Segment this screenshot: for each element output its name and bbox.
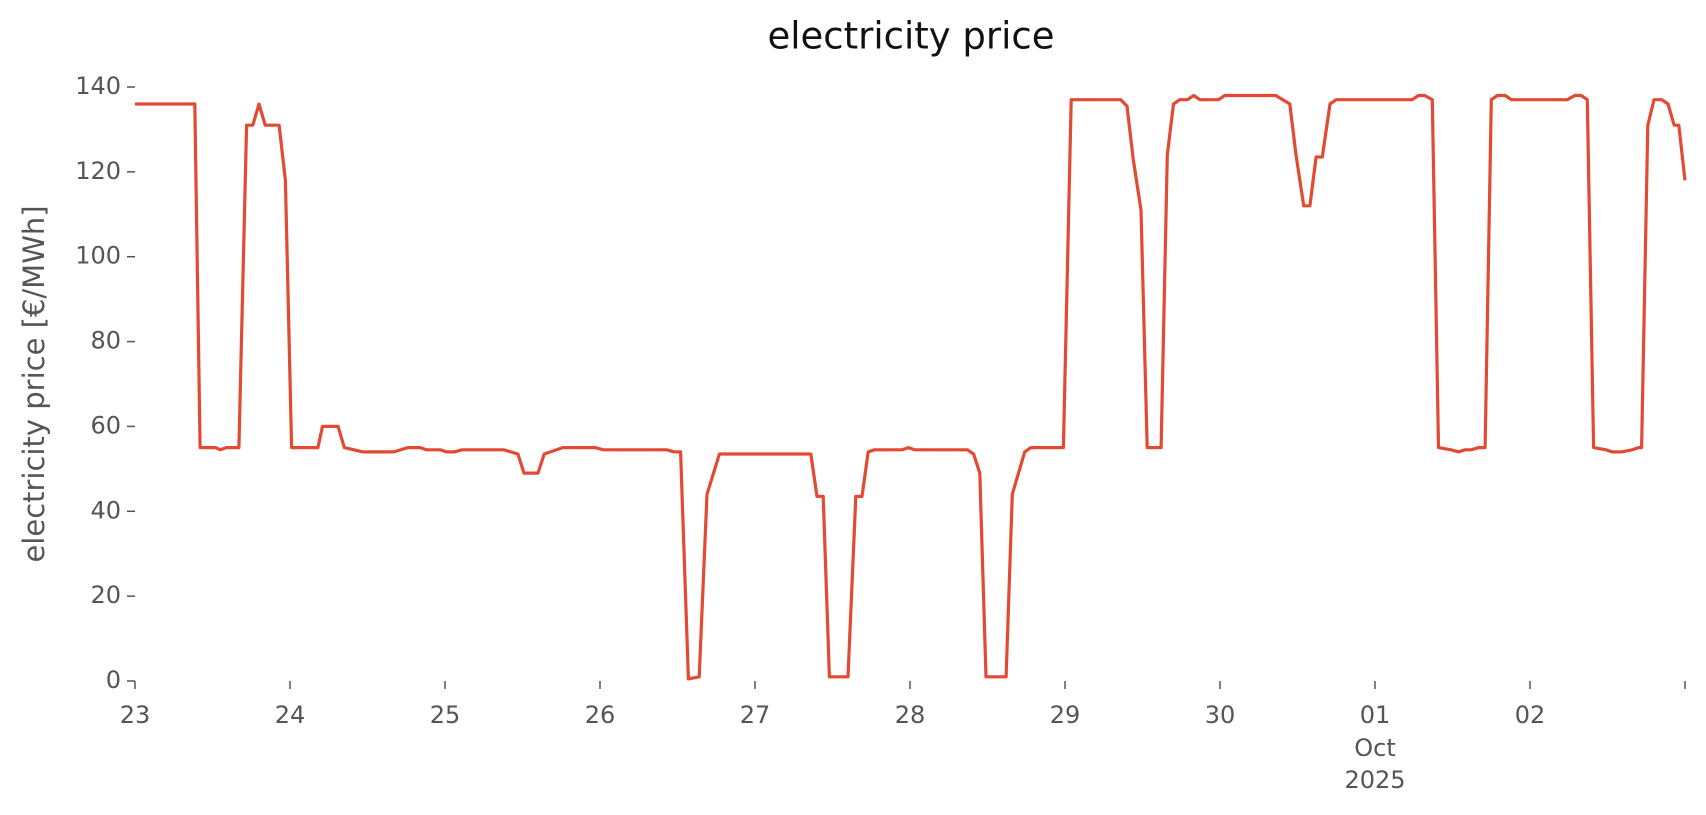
y-tick-label: 120 xyxy=(75,157,121,185)
y-tick-label: 140 xyxy=(75,72,121,100)
x-tick-sublabel: 2025 xyxy=(1344,766,1405,794)
y-tick-label: 40 xyxy=(90,496,121,524)
x-tick-label: 23 xyxy=(120,701,151,729)
y-tick-label: 100 xyxy=(75,242,121,270)
x-tick-label: 28 xyxy=(895,701,926,729)
y-tick-label: 60 xyxy=(90,411,121,439)
x-tick-label: 25 xyxy=(430,701,461,729)
x-tick-label: 26 xyxy=(585,701,616,729)
y-axis-label: electricity price [€/MWh] xyxy=(17,205,51,562)
chart-title: electricity price xyxy=(767,15,1054,58)
price-line xyxy=(135,93,1687,681)
x-tick-label: 24 xyxy=(275,701,306,729)
x-tick-label: 30 xyxy=(1205,701,1236,729)
x-tick-label: 27 xyxy=(740,701,771,729)
x-tick-label: 29 xyxy=(1050,701,1081,729)
x-tick-label: 01 xyxy=(1360,701,1391,729)
y-tick-label: 80 xyxy=(90,327,121,355)
x-tick-sublabel: Oct xyxy=(1354,734,1396,762)
y-tick-label: 20 xyxy=(90,581,121,609)
y-tick-label: 0 xyxy=(106,666,121,694)
x-tick-label: 02 xyxy=(1515,701,1546,729)
